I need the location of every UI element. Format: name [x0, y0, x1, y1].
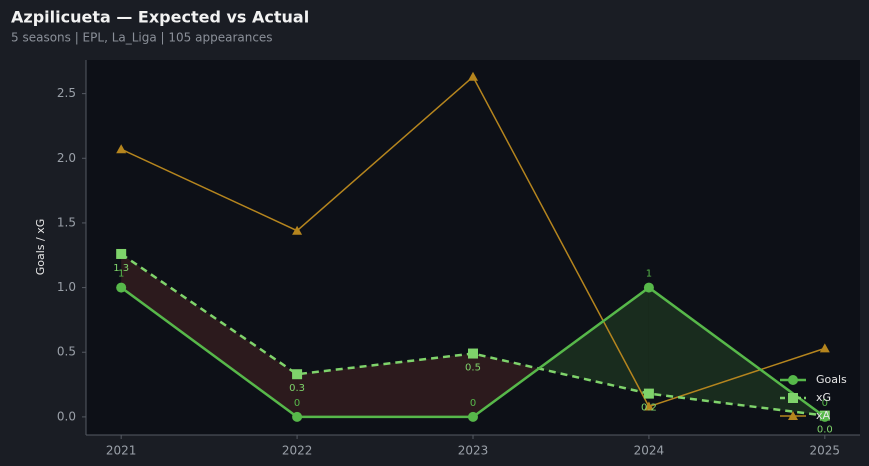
value-label: 0.5	[465, 363, 481, 374]
y-tick-label: 0.0	[57, 409, 76, 423]
x-tick-label: 2021	[106, 444, 137, 458]
point	[468, 348, 478, 359]
value-label: 0	[294, 398, 300, 409]
legend-marker	[788, 375, 798, 385]
legend-label: xG	[816, 391, 831, 404]
point	[292, 411, 303, 422]
x-tick-label: 2025	[810, 444, 841, 458]
y-tick-label: 2.0	[57, 151, 76, 165]
difference-fill	[121, 253, 298, 417]
y-axis-label: Goals / xG	[34, 219, 47, 276]
point	[468, 411, 478, 422]
x-tick-label: 2024	[634, 444, 665, 458]
point	[643, 401, 654, 411]
point	[643, 282, 654, 293]
point	[292, 369, 303, 380]
legend-label: Goals	[816, 373, 847, 386]
point	[116, 144, 127, 154]
legend-marker	[788, 411, 798, 420]
value-label: 1	[646, 269, 652, 280]
point	[116, 248, 127, 259]
point	[819, 343, 830, 353]
value-label: 1.3	[113, 263, 129, 274]
y-tick-label: 2.5	[57, 86, 76, 100]
value-label: 0	[822, 398, 828, 409]
chart-subtitle: 5 seasons | EPL, La_Liga | 105 appearanc…	[11, 31, 273, 45]
point	[468, 71, 478, 81]
value-label: 1	[118, 269, 124, 280]
value-label: 0.3	[289, 383, 305, 394]
y-tick-label: 1.5	[57, 215, 76, 229]
x-tick-label: 2022	[282, 444, 313, 458]
y-tick-label: 1.0	[57, 280, 76, 294]
point	[292, 225, 303, 235]
legend-marker	[788, 393, 798, 403]
point	[643, 388, 654, 399]
value-label: 0.2	[641, 403, 657, 414]
value-label: 0	[470, 398, 476, 409]
point	[116, 282, 127, 293]
difference-fill	[538, 287, 649, 394]
chart-title: Azpilicueta — Expected vs Actual	[11, 8, 309, 27]
value-label: 0.0	[817, 425, 833, 436]
x-tick-label: 2023	[458, 444, 489, 458]
difference-fill	[473, 353, 539, 417]
point	[819, 411, 830, 422]
legend-label: xA	[816, 409, 831, 422]
y-tick-label: 0.5	[57, 345, 76, 359]
